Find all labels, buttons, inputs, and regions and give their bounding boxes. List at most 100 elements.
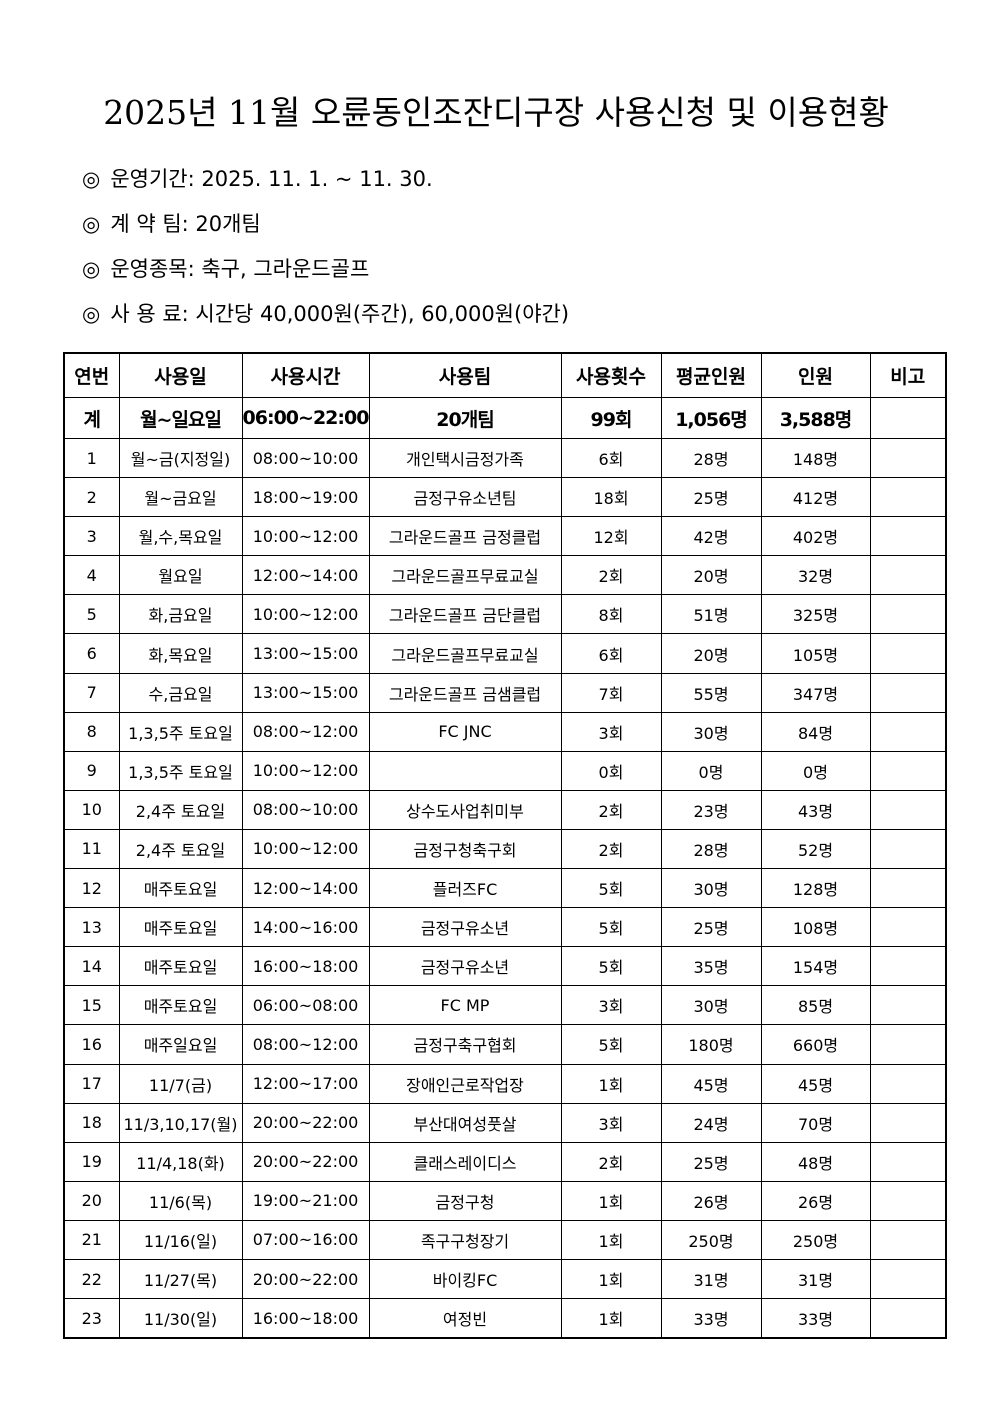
table-row: 3 월,수,목요일 10:00~12:00 그라운드골프 금정클럽 12회 42명 402명: [63, 516, 947, 557]
table-cell: 20명: [660, 555, 762, 596]
table-cell: 수,금요일: [118, 672, 243, 713]
table-cell: 금정구청축구회: [368, 828, 562, 870]
table-cell: [869, 828, 947, 870]
total-row: 계 월~일요일 06:00~22:00 20개팀 99회 1,056명 3,588명: [63, 397, 947, 439]
table-cell: 20:00~22:00: [241, 1258, 370, 1300]
table-cell: 상수도사업취미부: [368, 789, 562, 830]
table-cell: 그라운드골프 금단클럽: [368, 594, 562, 635]
table-cell: 325명: [760, 594, 871, 635]
table-cell: 28명: [660, 437, 762, 479]
table-cell: [869, 672, 947, 713]
table-cell: 35명: [660, 946, 762, 987]
table-cell: 3회: [560, 711, 662, 752]
table-row: 4 월요일 12:00~14:00 그라운드골프무료교실 2회 20명 32명: [63, 555, 947, 596]
table-cell: 1회: [560, 1219, 662, 1260]
table-cell: 매주토요일: [118, 868, 243, 909]
table-row: 7 수,금요일 13:00~15:00 그라운드골프 금샘클럽 7회 55명 347명: [63, 672, 947, 713]
table-cell: 19:00~21:00: [241, 1180, 370, 1221]
info-sports: ◎ 운영종목: 축구, 그라운드골프: [82, 253, 369, 283]
info-fee: ◎ 사 용 료: 시간당 40,000원(주간), 60,000원(야간): [82, 298, 569, 328]
table-cell: 14:00~16:00: [241, 907, 370, 948]
table-cell: 48명: [760, 1141, 871, 1182]
table-cell: 08:00~12:00: [241, 1024, 370, 1065]
table-cell: 3회: [560, 985, 662, 1026]
table-cell: 16:00~18:00: [241, 946, 370, 987]
table-cell: 85명: [760, 985, 871, 1026]
table-cell: 22: [63, 1258, 120, 1300]
total-cell: 06:00~22:00: [241, 397, 370, 439]
header-row: 연번 사용일 사용시간 사용팀 사용횟수 평균인원 인원 비고: [63, 352, 947, 398]
table-cell: 08:00~10:00: [241, 789, 370, 830]
table-cell: 24명: [660, 1102, 762, 1143]
table-cell: 그라운드골프무료교실: [368, 555, 562, 596]
table-cell: [869, 555, 947, 596]
table-cell: 10: [63, 789, 120, 830]
table-cell: 30명: [660, 985, 762, 1026]
info-period: ◎ 운영기간: 2025. 11. 1. ~ 11. 30.: [82, 163, 433, 193]
info-teams: ◎ 계 약 팀: 20개팀: [82, 208, 261, 238]
table-cell: [869, 633, 947, 674]
column-header: 사용시간: [241, 352, 370, 398]
table-cell: 30명: [660, 711, 762, 752]
table-cell: 21: [63, 1219, 120, 1260]
table-cell: 11/3,10,17(월): [118, 1102, 243, 1143]
table-row: 1 월~금(지정일) 08:00~10:00 개인택시금정가족 6회 28명 148명: [63, 437, 947, 479]
table-cell: 148명: [760, 437, 871, 479]
table-cell: [869, 594, 947, 635]
table-cell: [869, 1141, 947, 1182]
column-header: 연번: [63, 352, 120, 398]
table-cell: 12:00~14:00: [241, 868, 370, 909]
table-cell: 1회: [560, 1298, 662, 1339]
table-row: 11 2,4주 토요일 10:00~12:00 금정구청축구회 2회 28명 52명: [63, 828, 947, 870]
table-cell: 105명: [760, 633, 871, 674]
table-row: 5 화,금요일 10:00~12:00 그라운드골프 금단클럽 8회 51명 325명: [63, 594, 947, 635]
table-cell: 250명: [660, 1219, 762, 1260]
total-cell: 계: [63, 397, 120, 439]
table-cell: 17: [63, 1063, 120, 1104]
table-cell: 45명: [660, 1063, 762, 1104]
table-cell: 06:00~08:00: [241, 985, 370, 1026]
table-cell: FC MP: [368, 985, 562, 1026]
table-cell: 2회: [560, 555, 662, 596]
table-row: 19 11/4,18(화) 20:00~22:00 클래스레이디스 2회 25명 48명: [63, 1141, 947, 1182]
table-cell: 11: [63, 828, 120, 870]
table-cell: 5회: [560, 868, 662, 909]
table-cell: 70명: [760, 1102, 871, 1143]
table-cell: 금정구유소년: [368, 907, 562, 948]
table-cell: 월~금(지정일): [118, 437, 243, 479]
table-cell: 1회: [560, 1258, 662, 1300]
total-cell: 월~일요일: [118, 397, 243, 439]
table-row: 16 매주일요일 08:00~12:00 금정구축구협회 5회 180명 660명: [63, 1024, 947, 1065]
info-text: 운영기간: 2025. 11. 1. ~ 11. 30.: [110, 167, 433, 191]
table-cell: 월요일: [118, 555, 243, 596]
table-cell: [869, 868, 947, 909]
table-cell: 26명: [660, 1180, 762, 1221]
table-row: 17 11/7(금) 12:00~17:00 장애인근로작업장 1회 45명 45명: [63, 1063, 947, 1104]
page-title: 2025년 11월 오륜동인조잔디구장 사용신청 및 이용현황: [103, 93, 889, 132]
total-cell: 3,588명: [760, 397, 871, 439]
table-cell: 108명: [760, 907, 871, 948]
total-cell: 1,056명: [660, 397, 762, 439]
table-cell: [869, 477, 947, 518]
table-cell: 금정구유소년: [368, 946, 562, 987]
table-cell: 월,수,목요일: [118, 516, 243, 557]
table-cell: 23명: [660, 789, 762, 830]
table-cell: 43명: [760, 789, 871, 830]
table-cell: 18:00~19:00: [241, 477, 370, 518]
table-cell: 180명: [660, 1024, 762, 1065]
table-cell: 11/16(일): [118, 1219, 243, 1260]
table-cell: 18회: [560, 477, 662, 518]
table-row: 8 1,3,5주 토요일 08:00~12:00 FC JNC 3회 30명 84명: [63, 711, 947, 752]
table-cell: 660명: [760, 1024, 871, 1065]
table-cell: [869, 789, 947, 830]
table-cell: 11/4,18(화): [118, 1141, 243, 1182]
table-row: 2 월~금요일 18:00~19:00 금정구유소년팀 18회 25명 412명: [63, 477, 947, 518]
table-cell: 화,목요일: [118, 633, 243, 674]
table-cell: 250명: [760, 1219, 871, 1260]
table-cell: 3회: [560, 1102, 662, 1143]
table-cell: 25명: [660, 1141, 762, 1182]
column-header: 비고: [869, 352, 947, 398]
table-cell: 402명: [760, 516, 871, 557]
table-cell: 14: [63, 946, 120, 987]
double-circle-icon: ◎: [82, 167, 101, 191]
